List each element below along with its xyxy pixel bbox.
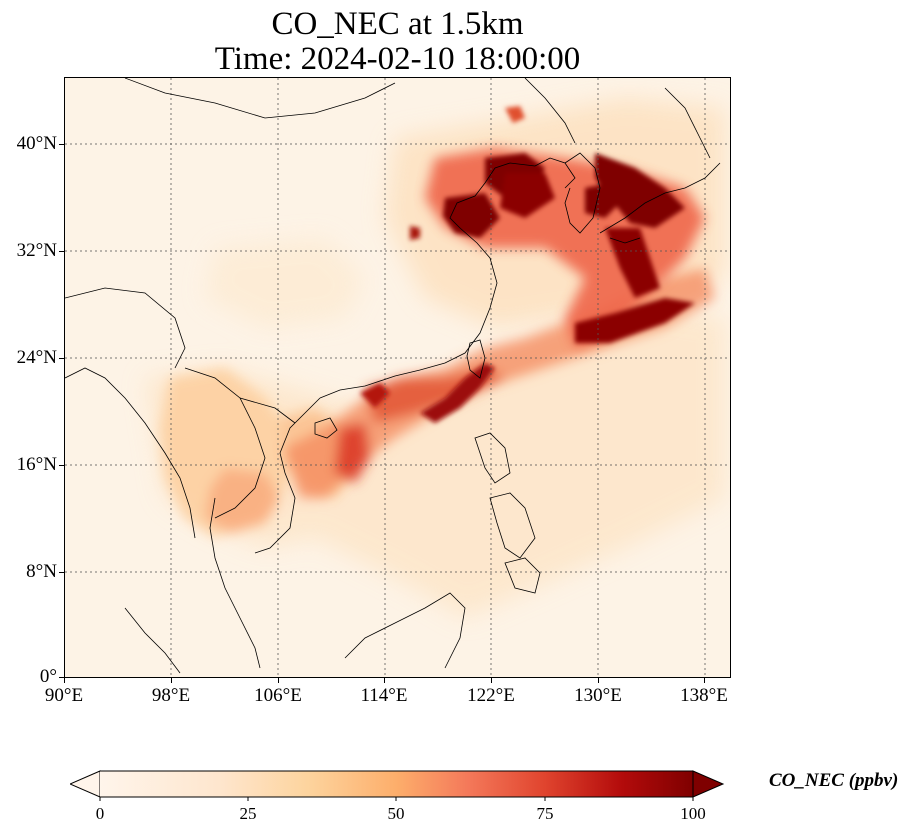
y-tick-mark [59,677,64,678]
x-tick-label: 90°E [44,685,84,706]
map-panel [64,77,731,678]
y-tick-label: 40°N [16,133,57,154]
y-tick-mark [59,358,64,359]
x-tick-mark [278,678,279,683]
x-tick-label: 98°E [151,685,191,706]
x-tick-mark [171,678,172,683]
colorbar-extend-low [70,770,101,798]
x-tick-mark [64,678,65,683]
colorbar-title: CO_NEC (ppbv) [769,770,899,791]
y-tick-label: 0° [39,666,57,687]
plume-strait-high [360,363,495,423]
x-tick-label: 106°E [254,685,302,706]
x-tick-label: 122°E [467,685,515,706]
y-tick-mark [59,251,64,252]
x-tick-label: 138°E [680,685,728,706]
x-tick-label: 130°E [574,685,622,706]
x-tick-mark [491,678,492,683]
y-tick-mark [59,572,64,573]
colorbar-tick-label: 0 [95,804,105,823]
y-tick-label: 24°N [16,347,57,368]
coastlines [65,78,721,674]
colorbar-tick-label: 25 [239,804,257,823]
x-tick-mark [384,678,385,683]
y-tick-label: 16°N [16,454,57,475]
gridlines [65,78,730,677]
map-title-line2: Time: 2024-02-10 18:00:00 [214,41,581,77]
colorbar-tick-label: 75 [536,804,554,823]
y-tick-label: 8°N [26,561,57,582]
colorbar-tick-label: 50 [387,804,405,823]
plume-north-high [410,106,695,343]
x-tick-label: 114°E [360,685,408,706]
y-tick-mark [59,465,64,466]
concentration-map [65,78,730,677]
y-tick-mark [59,144,64,145]
x-tick-mark [598,678,599,683]
colorbar [70,770,725,801]
map-title-line1: CO_NEC at 1.5km [271,6,524,42]
y-tick-label: 32°N [16,240,57,261]
colorbar-extend-high [692,770,725,798]
x-tick-mark [704,678,705,683]
colorbar-tick-label: 100 [680,804,706,823]
colorbar-gradient [100,771,693,797]
